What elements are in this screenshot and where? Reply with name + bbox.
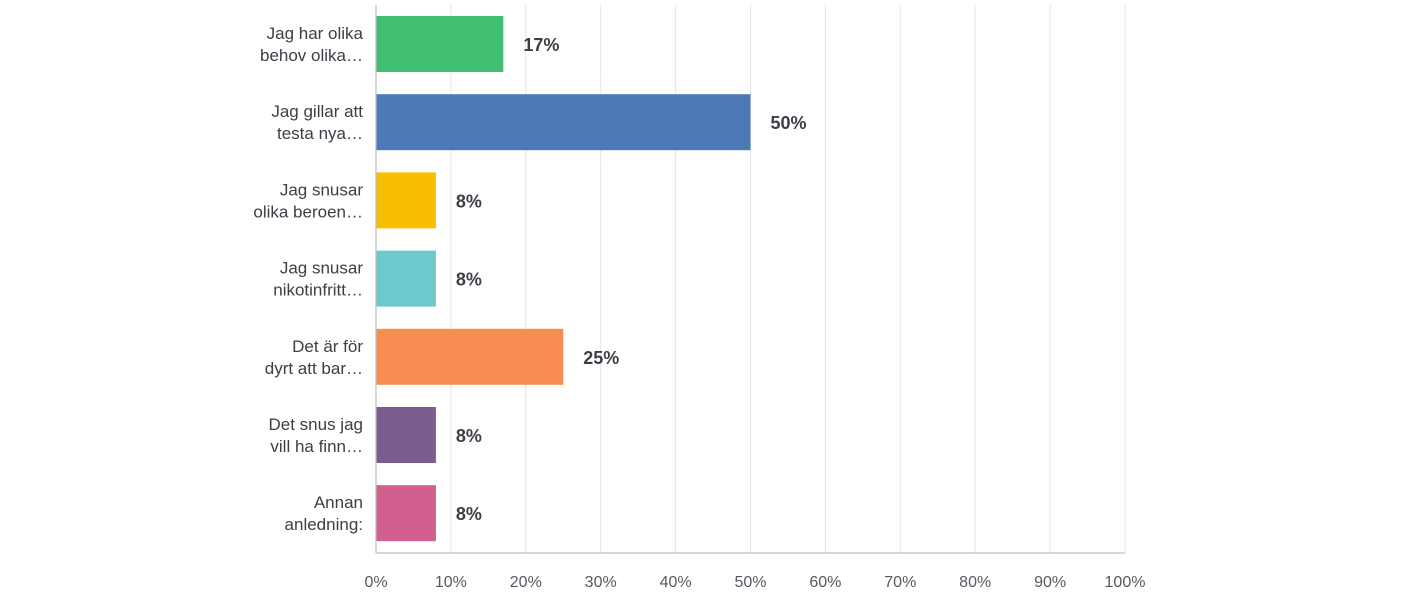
bar-value-label: 8% <box>456 270 482 290</box>
category-label: Det är för dyrt att bar… <box>265 337 364 378</box>
category-label-line: anledning: <box>285 515 363 534</box>
bar <box>376 407 436 463</box>
category-label-line: Det är för <box>292 337 363 356</box>
bar-value-label: 8% <box>456 191 482 211</box>
bar-value-label: 8% <box>456 504 482 524</box>
x-tick-label: 70% <box>884 574 916 591</box>
bar <box>376 328 564 385</box>
x-tick-label: 90% <box>1034 574 1066 591</box>
category-label-line: Jag snusar <box>280 180 363 199</box>
bar-value-label: 17% <box>523 35 559 55</box>
category-label-line: Jag snusar <box>280 259 363 278</box>
category-label-line: Annan <box>314 493 363 512</box>
x-tick-label: 20% <box>510 574 542 591</box>
bar-value-label: 25% <box>583 348 619 368</box>
category-label: Jag snusar nikotinfritt… <box>273 259 363 300</box>
bar-value-label: 8% <box>456 426 482 446</box>
category-label: Annan anledning: <box>285 493 363 534</box>
bar <box>376 94 751 151</box>
category-label-line: Jag gillar att <box>271 102 363 121</box>
axis-layer: 0% 10% 20% 30% 40% 50% 60% 70% 80% 90% 100% <box>364 5 1145 591</box>
category-label: Jag snusar olika beroen… <box>253 180 363 221</box>
bar <box>376 250 436 307</box>
bar <box>376 172 436 229</box>
x-tick-label: 80% <box>959 574 991 591</box>
bar <box>376 485 436 542</box>
label-layer: 17% Jag har olika behov olika… 50% Jag gilla… <box>253 24 806 534</box>
category-label-line: behov olika… <box>260 46 363 65</box>
x-tick-label: 50% <box>734 574 766 591</box>
category-label-line: olika beroen… <box>253 202 363 221</box>
category-label: Jag gillar att testa nya… <box>271 102 363 143</box>
x-tick-label: 100% <box>1105 574 1146 591</box>
x-tick-label: 0% <box>364 574 387 591</box>
bar-value-label: 50% <box>771 113 807 133</box>
category-label-line: dyrt att bar… <box>265 359 363 378</box>
category-label-line: Det snus jag <box>269 415 364 434</box>
x-tick-label: 30% <box>585 574 617 591</box>
bar <box>376 16 504 72</box>
category-label-line: nikotinfritt… <box>273 281 363 300</box>
category-label-line: testa nya… <box>277 124 363 143</box>
category-label-line: vill ha finn… <box>270 437 363 456</box>
bar-layer <box>376 16 751 542</box>
x-tick-label: 10% <box>435 574 467 591</box>
x-tick-label: 40% <box>660 574 692 591</box>
category-label: Det snus jag vill ha finn… <box>269 415 364 456</box>
grid-layer <box>450 5 1126 553</box>
category-label: Jag har olika behov olika… <box>260 24 364 65</box>
x-tick-label: 60% <box>809 574 841 591</box>
category-label-line: Jag har olika <box>267 24 364 43</box>
